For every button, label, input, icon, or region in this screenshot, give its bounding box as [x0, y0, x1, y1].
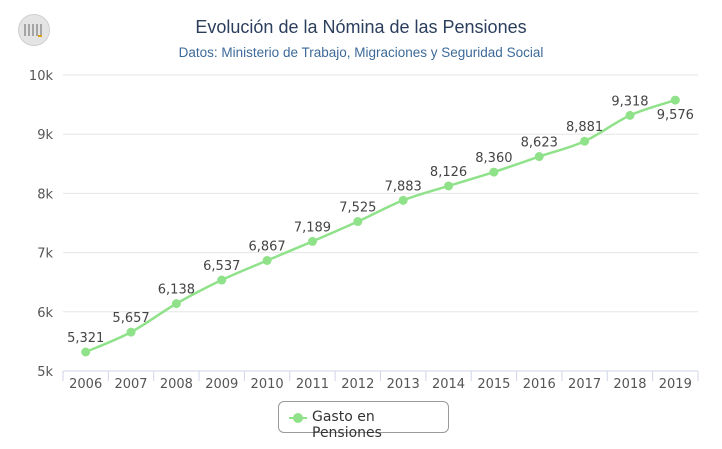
data-label: 7,883: [385, 179, 422, 194]
y-tick-label: 5k: [37, 365, 53, 380]
x-tick-label: 2012: [341, 377, 374, 392]
data-point: [625, 110, 635, 120]
x-tick-label: 2019: [659, 377, 692, 392]
data-label: 5,657: [112, 311, 149, 326]
chart-title: Evolución de la Nómina de las Pensiones: [195, 17, 527, 37]
data-point: [307, 236, 317, 246]
x-tick-label: 2013: [387, 377, 420, 392]
data-point: [580, 136, 590, 146]
x-tick-label: 2008: [160, 377, 193, 392]
y-tick-label: 8k: [37, 187, 53, 202]
data-label: 7,525: [339, 201, 376, 216]
data-label: 9,576: [657, 108, 694, 123]
y-tick-label: 7k: [37, 247, 53, 262]
x-tick-label: 2010: [251, 377, 284, 392]
x-tick-label: 2017: [568, 377, 601, 392]
x-tick-label: 2009: [205, 377, 238, 392]
data-point: [534, 152, 544, 162]
data-point: [126, 327, 136, 337]
data-label: 8,360: [475, 151, 512, 166]
data-point: [81, 347, 91, 357]
chart-subtitle: Datos: Ministerio de Trabajo, Migracione…: [178, 45, 544, 60]
data-label: 8,126: [430, 165, 467, 180]
legend[interactable]: Gasto en Pensiones: [278, 401, 449, 441]
data-label: 9,318: [611, 94, 648, 109]
data-label: 6,867: [248, 239, 285, 254]
data-point: [444, 181, 454, 191]
data-label: 6,138: [158, 283, 195, 298]
data-label: 8,881: [566, 120, 603, 135]
x-tick-label: 2015: [477, 377, 510, 392]
legend-dot-marker: [293, 413, 303, 423]
data-label: 7,189: [294, 220, 331, 235]
data-label: 8,623: [521, 136, 558, 151]
data-point: [353, 217, 363, 227]
x-tick-label: 2018: [613, 377, 646, 392]
data-label: 5,321: [67, 331, 104, 346]
data-point: [398, 195, 408, 205]
x-tick-label: 2006: [69, 377, 102, 392]
logo-badge-icon: [18, 14, 50, 46]
x-tick-label: 2016: [523, 377, 556, 392]
data-point: [262, 255, 272, 265]
y-tick-label: 10k: [29, 69, 54, 84]
y-tick-label: 9k: [37, 128, 53, 143]
data-point: [171, 299, 181, 309]
data-point: [489, 167, 499, 177]
data-label: 6,537: [203, 259, 240, 274]
y-tick-label: 6k: [37, 306, 53, 321]
x-tick-label: 2007: [114, 377, 147, 392]
data-point: [670, 95, 680, 105]
x-tick-label: 2014: [432, 377, 465, 392]
legend-label: Gasto en Pensiones: [312, 409, 382, 441]
x-tick-label: 2011: [296, 377, 329, 392]
data-point: [217, 275, 227, 285]
